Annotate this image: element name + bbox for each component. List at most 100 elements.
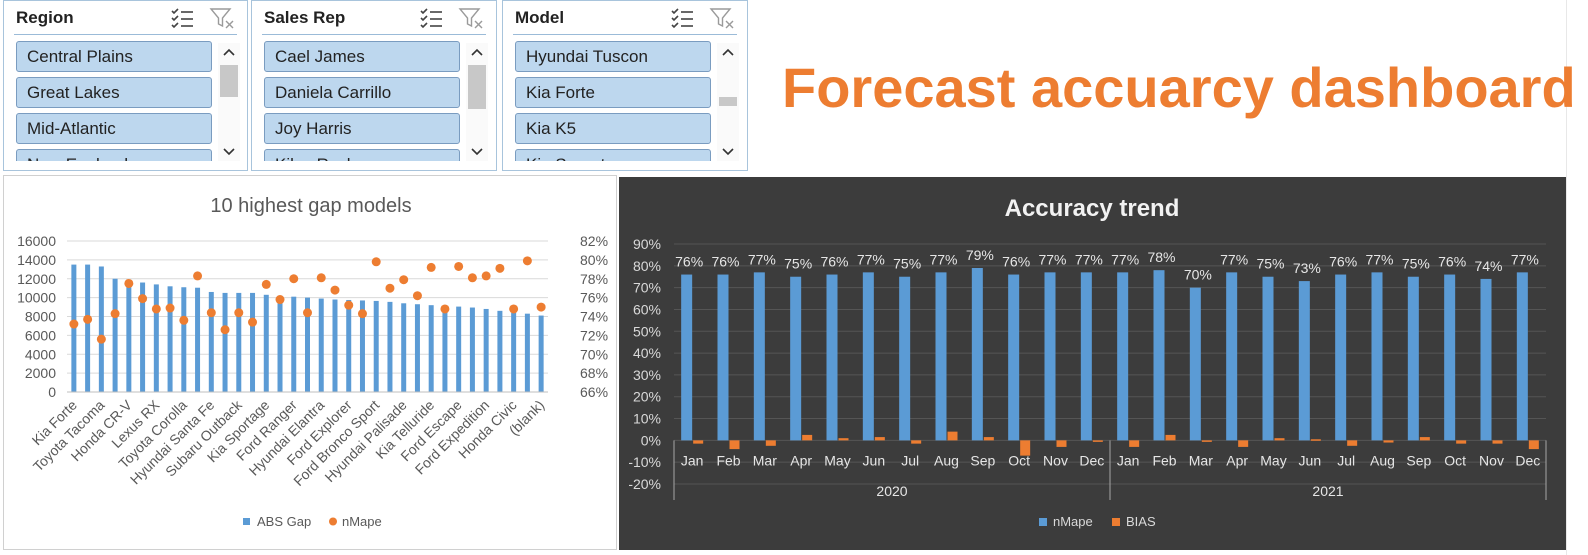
bar-nmape[interactable] [1480, 278, 1492, 441]
scroll-thumb[interactable] [719, 97, 737, 106]
clear-filter-icon[interactable] [709, 6, 735, 30]
model-slicer[interactable]: Model Hyundai Tuscon Kia Forte Kia K5 Kia So… [502, 0, 748, 171]
point-nmape[interactable] [69, 319, 79, 329]
bar-bias[interactable] [874, 437, 885, 441]
bar-bias[interactable] [729, 440, 740, 450]
scroll-up-icon[interactable] [218, 43, 240, 61]
bar-bias[interactable] [983, 437, 994, 441]
bar-abs-gap[interactable] [126, 279, 132, 392]
bar-nmape[interactable] [826, 274, 838, 441]
slicer-item[interactable]: Kia Forte [515, 77, 711, 108]
slicer-scrollbar[interactable] [717, 43, 739, 161]
bar-abs-gap[interactable] [318, 298, 324, 392]
bar-abs-gap[interactable] [538, 315, 544, 392]
scroll-down-icon[interactable] [717, 143, 739, 161]
point-nmape[interactable] [261, 279, 271, 289]
bar-nmape[interactable] [1153, 270, 1165, 441]
bar-abs-gap[interactable] [511, 312, 517, 392]
point-nmape[interactable] [165, 303, 175, 313]
bar-abs-gap[interactable] [181, 287, 187, 392]
bar-nmape[interactable] [1008, 274, 1020, 441]
bar-bias[interactable] [1456, 440, 1467, 444]
point-nmape[interactable] [234, 308, 244, 318]
bar-bias[interactable] [911, 440, 922, 444]
bar-bias[interactable] [1528, 440, 1539, 450]
bar-abs-gap[interactable] [263, 294, 269, 392]
slicer-scrollbar[interactable] [466, 43, 488, 161]
legend-label[interactable]: nMape [342, 514, 382, 529]
bar-nmape[interactable] [935, 272, 947, 441]
bar-abs-gap[interactable] [373, 300, 379, 392]
point-nmape[interactable] [83, 314, 93, 324]
bar-abs-gap[interactable] [98, 266, 104, 392]
bar-nmape[interactable] [1407, 276, 1419, 441]
point-nmape[interactable] [330, 285, 340, 295]
bar-bias[interactable] [1492, 440, 1503, 444]
point-nmape[interactable] [385, 283, 395, 293]
scroll-down-icon[interactable] [218, 143, 240, 161]
slicer-item[interactable]: Cael James [264, 41, 460, 72]
bar-abs-gap[interactable] [195, 287, 201, 392]
bar-abs-gap[interactable] [222, 292, 228, 392]
point-nmape[interactable] [399, 275, 409, 285]
point-nmape[interactable] [344, 300, 354, 310]
multi-select-icon[interactable] [418, 6, 444, 30]
bar-nmape[interactable] [1189, 287, 1201, 441]
bar-bias[interactable] [1165, 434, 1176, 441]
point-nmape[interactable] [275, 295, 285, 305]
point-nmape[interactable] [248, 317, 258, 327]
scroll-down-icon[interactable] [466, 143, 488, 161]
bar-nmape[interactable] [1298, 281, 1310, 441]
point-nmape[interactable] [303, 308, 312, 318]
bar-nmape[interactable] [1226, 272, 1238, 441]
bar-nmape[interactable] [899, 276, 911, 441]
bar-bias[interactable] [1347, 440, 1358, 446]
point-nmape[interactable] [454, 261, 464, 271]
bar-abs-gap[interactable] [153, 284, 159, 392]
slicer-item[interactable]: Great Lakes [16, 77, 212, 108]
slicer-item[interactable]: Kia Sorento [515, 149, 711, 161]
bar-nmape[interactable] [1371, 272, 1383, 441]
point-nmape[interactable] [481, 271, 491, 281]
bar-bias[interactable] [947, 431, 958, 441]
bar-abs-gap[interactable] [305, 297, 310, 392]
slicer-scrollbar[interactable] [218, 43, 240, 161]
clear-filter-icon[interactable] [458, 6, 484, 30]
multi-select-icon[interactable] [669, 6, 695, 30]
point-nmape[interactable] [522, 256, 532, 266]
bar-abs-gap[interactable] [250, 292, 256, 392]
bar-abs-gap[interactable] [236, 292, 242, 392]
slicer-item[interactable]: Hyundai Tuscon [515, 41, 711, 72]
point-nmape[interactable] [440, 304, 450, 314]
point-nmape[interactable] [220, 325, 230, 335]
bar-abs-gap[interactable] [208, 291, 214, 392]
accuracy-trend-chart[interactable]: Accuracy trend -20% -10% 0% 10% 20% 30% 40% 50% 6… [619, 177, 1566, 550]
bar-abs-gap[interactable] [456, 306, 462, 392]
bar-abs-gap[interactable] [140, 282, 146, 392]
clear-filter-icon[interactable] [209, 6, 235, 30]
bar-nmape[interactable] [1444, 274, 1456, 441]
slicer-item[interactable]: Kiley Rock [264, 149, 460, 161]
bar-abs-gap[interactable] [85, 264, 91, 392]
legend-label[interactable]: nMape [1053, 514, 1093, 529]
bar-nmape[interactable] [717, 274, 729, 441]
bar-bias[interactable] [1056, 440, 1067, 447]
point-nmape[interactable] [193, 271, 203, 281]
point-nmape[interactable] [316, 273, 326, 283]
bar-bias[interactable] [693, 440, 704, 444]
point-nmape[interactable] [412, 291, 422, 301]
bar-abs-gap[interactable] [442, 306, 448, 392]
bar-abs-gap[interactable] [401, 303, 407, 392]
bar-abs-gap[interactable] [332, 299, 338, 392]
bar-bias[interactable] [1419, 437, 1430, 441]
bar-bias[interactable] [838, 438, 849, 441]
bar-abs-gap[interactable] [524, 313, 530, 392]
gap-models-chart[interactable]: 10 highest gap models 0 2000 4000 6000 8000 10… [3, 175, 617, 550]
slicer-item[interactable]: Daniela Carrillo [264, 77, 460, 108]
point-nmape[interactable] [179, 315, 189, 325]
multi-select-icon[interactable] [169, 6, 195, 30]
bar-abs-gap[interactable] [277, 295, 283, 392]
scroll-up-icon[interactable] [717, 43, 739, 61]
point-nmape[interactable] [467, 273, 477, 283]
bar-abs-gap[interactable] [414, 304, 420, 392]
